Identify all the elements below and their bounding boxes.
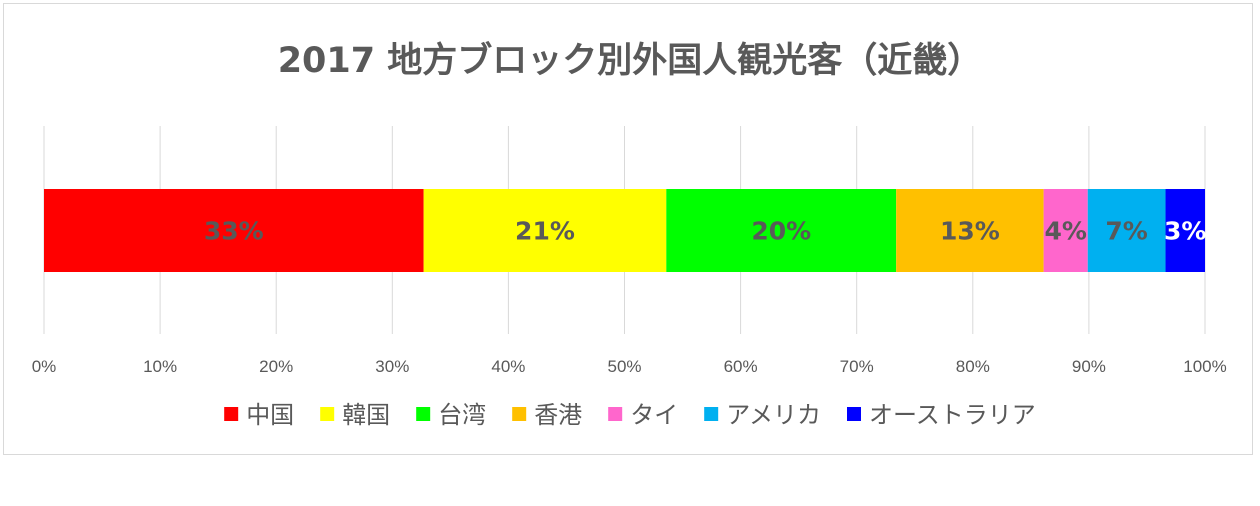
x-tick-label: 60% xyxy=(724,357,758,376)
data-label: 13% xyxy=(940,217,1000,246)
x-tick-label: 0% xyxy=(32,357,57,376)
x-tick-label: 30% xyxy=(375,357,409,376)
bar-segment xyxy=(896,189,1044,272)
data-label: 33% xyxy=(204,217,264,246)
legend-label: 中国 xyxy=(246,401,294,429)
x-tick-label: 10% xyxy=(143,357,177,376)
x-tick-label: 70% xyxy=(840,357,874,376)
bar-segment xyxy=(666,189,897,272)
x-tick-label: 90% xyxy=(1072,357,1106,376)
legend-swatch xyxy=(512,407,527,421)
bar-segment xyxy=(1165,189,1205,272)
legend-label: 香港 xyxy=(534,401,582,429)
legend-label: オーストラリア xyxy=(869,401,1036,429)
legend-swatch xyxy=(847,407,861,421)
legend-item: 韓国 xyxy=(320,401,390,429)
bar-segment xyxy=(44,189,424,272)
x-tick-label: 100% xyxy=(1183,357,1226,376)
legend-label: タイ xyxy=(630,401,678,429)
x-tick-label: 50% xyxy=(607,357,641,376)
x-axis-ticks: 0% 10% 20% 30% 40% 50% 60% 70% 80% 90% 100% xyxy=(32,357,1227,376)
x-tick-label: 40% xyxy=(491,357,525,376)
data-label: 20% xyxy=(751,217,811,246)
legend: 中国 韓国 台湾 香港 タイ アメリカ オーストラリア xyxy=(224,401,1036,429)
legend-swatch xyxy=(608,407,623,421)
data-label: 21% xyxy=(515,217,575,246)
legend-label: アメリカ xyxy=(726,401,821,429)
legend-item: タイ xyxy=(608,401,678,429)
legend-item: オーストラリア xyxy=(847,401,1036,429)
chart-title: 2017 地方ブロック別外国人観光客（近畿） xyxy=(278,40,983,81)
legend-label: 韓国 xyxy=(342,401,390,429)
legend-swatch xyxy=(416,407,431,421)
bar-segment xyxy=(1043,189,1088,272)
legend-item: 中国 xyxy=(224,401,294,429)
legend-item: 台湾 xyxy=(416,401,486,429)
legend-item: アメリカ xyxy=(704,401,821,429)
data-labels: 33% 21% 20% 13% 4% 7% 3% xyxy=(204,217,1207,246)
legend-label: 台湾 xyxy=(438,401,486,429)
bar-segment xyxy=(423,189,667,272)
legend-swatch xyxy=(704,407,719,421)
legend-swatch xyxy=(224,407,239,421)
bar-segment xyxy=(1087,189,1166,272)
legend-swatch xyxy=(320,407,335,421)
data-label: 4% xyxy=(1044,217,1086,246)
x-tick-label: 20% xyxy=(259,357,293,376)
data-label: 3% xyxy=(1164,217,1206,246)
data-label: 7% xyxy=(1105,217,1147,246)
stacked-bar xyxy=(44,189,1205,272)
legend-item: 香港 xyxy=(512,401,582,429)
x-tick-label: 80% xyxy=(956,357,990,376)
